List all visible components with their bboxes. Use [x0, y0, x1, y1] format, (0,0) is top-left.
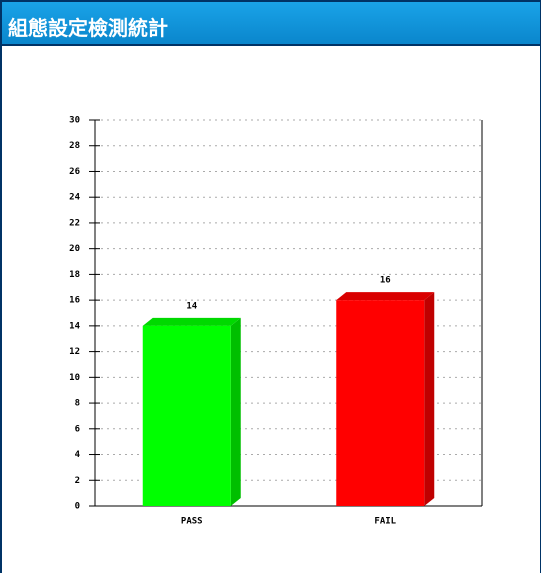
bar [336, 300, 424, 506]
y-tick-label: 24 [69, 193, 80, 203]
y-tick-label: 8 [75, 399, 80, 409]
y-tick-label: 4 [75, 450, 81, 460]
x-tick-label: PASS [181, 517, 203, 527]
panel: 組態設定檢測統計 024681012141618202224262830PASS… [0, 0, 541, 573]
y-tick-label: 0 [75, 502, 80, 512]
y-tick-label: 10 [69, 373, 80, 383]
bar-top [336, 292, 434, 300]
bar [143, 326, 231, 506]
value-label: 16 [380, 276, 391, 286]
y-tick-label: 30 [69, 116, 80, 126]
y-tick-label: 22 [69, 218, 80, 228]
bar-top [143, 318, 241, 326]
bar-side [424, 292, 434, 506]
y-tick-label: 14 [69, 321, 80, 331]
y-tick-label: 12 [69, 347, 80, 357]
panel-title: 組態設定檢測統計 [8, 12, 168, 41]
y-tick-label: 16 [69, 296, 80, 306]
y-tick-label: 26 [69, 167, 80, 177]
y-tick-label: 20 [69, 244, 80, 254]
bar-side [231, 318, 241, 506]
y-tick-label: 28 [69, 141, 80, 151]
title-bar: 組態設定檢測統計 [2, 0, 540, 46]
page: 組態設定檢測統計 024681012141618202224262830PASS… [0, 0, 543, 573]
y-tick-label: 18 [69, 270, 80, 280]
x-tick-label: FAIL [374, 517, 396, 527]
y-tick-label: 6 [75, 424, 80, 434]
value-label: 14 [186, 301, 197, 311]
y-tick-label: 2 [75, 476, 80, 486]
